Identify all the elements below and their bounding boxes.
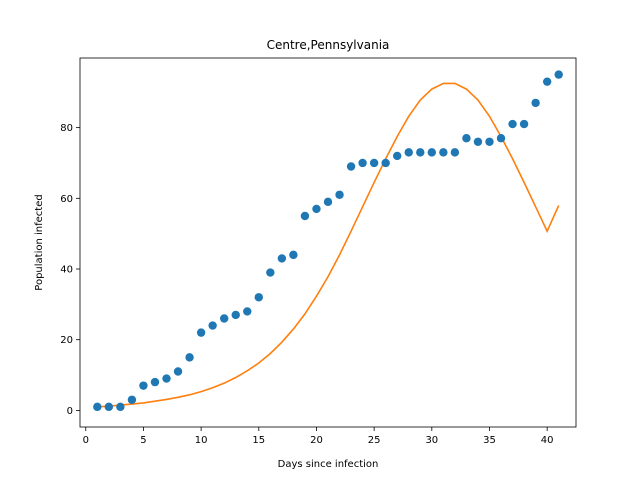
data-point (139, 381, 148, 390)
data-point (462, 134, 471, 143)
data-point (473, 137, 483, 146)
data-point (219, 314, 229, 323)
data-point (196, 328, 206, 337)
data-point (508, 119, 517, 129)
x-tick-label: 5 (140, 435, 146, 446)
plot-area (93, 70, 563, 412)
data-point (104, 402, 114, 412)
data-point (289, 250, 298, 260)
y-axis-ticks: 0 20 40 60 80 (60, 123, 80, 417)
x-tick-label: 20 (310, 435, 323, 446)
data-point (542, 77, 552, 86)
axes-frame (79, 57, 577, 428)
x-axis-ticks: 0 5 10 15 20 25 30 35 40 (83, 427, 554, 446)
data-point (208, 321, 217, 330)
data-point (531, 98, 540, 108)
y-tick-label: 20 (60, 335, 73, 346)
x-tick-label: 0 (83, 435, 89, 446)
data-point (93, 402, 102, 412)
data-point (150, 377, 160, 387)
y-tick-label: 40 (60, 265, 73, 276)
data-point (323, 197, 333, 207)
series-line (97, 82, 560, 408)
y-tick-label: 60 (60, 194, 73, 205)
y-axis-label: Population infected (34, 194, 45, 290)
data-point (358, 158, 367, 168)
x-tick-label: 10 (195, 435, 208, 446)
data-point (277, 254, 287, 263)
x-tick-label: 35 (483, 435, 496, 446)
chart-title: Centre,Pennsylvania (267, 38, 390, 52)
data-point (243, 307, 252, 316)
data-point (266, 268, 275, 277)
data-point (404, 148, 413, 157)
x-axis-label: Days since infection (278, 459, 379, 470)
data-point (427, 148, 437, 157)
x-tick-label: 25 (368, 435, 381, 446)
data-point (185, 353, 194, 362)
data-point (485, 137, 494, 146)
data-point (554, 70, 563, 79)
data-point (393, 151, 402, 161)
data-point (254, 293, 263, 302)
data-point (496, 134, 506, 143)
x-tick-label: 30 (425, 435, 438, 446)
data-point (439, 148, 448, 157)
data-point (346, 162, 356, 171)
data-point (416, 148, 425, 157)
y-tick-label: 80 (60, 123, 73, 134)
data-point (381, 158, 390, 168)
data-point (162, 374, 171, 383)
data-point (231, 310, 240, 320)
y-tick-label: 0 (67, 406, 73, 417)
data-point (173, 367, 183, 376)
data-point (369, 158, 379, 168)
x-tick-label: 40 (541, 435, 554, 446)
data-point (312, 204, 321, 214)
data-point (116, 402, 125, 412)
data-point (335, 190, 344, 199)
data-point (519, 119, 529, 129)
x-tick-label: 15 (252, 435, 265, 446)
data-point (450, 148, 460, 157)
data-point (300, 211, 310, 221)
data-point (127, 395, 137, 404)
